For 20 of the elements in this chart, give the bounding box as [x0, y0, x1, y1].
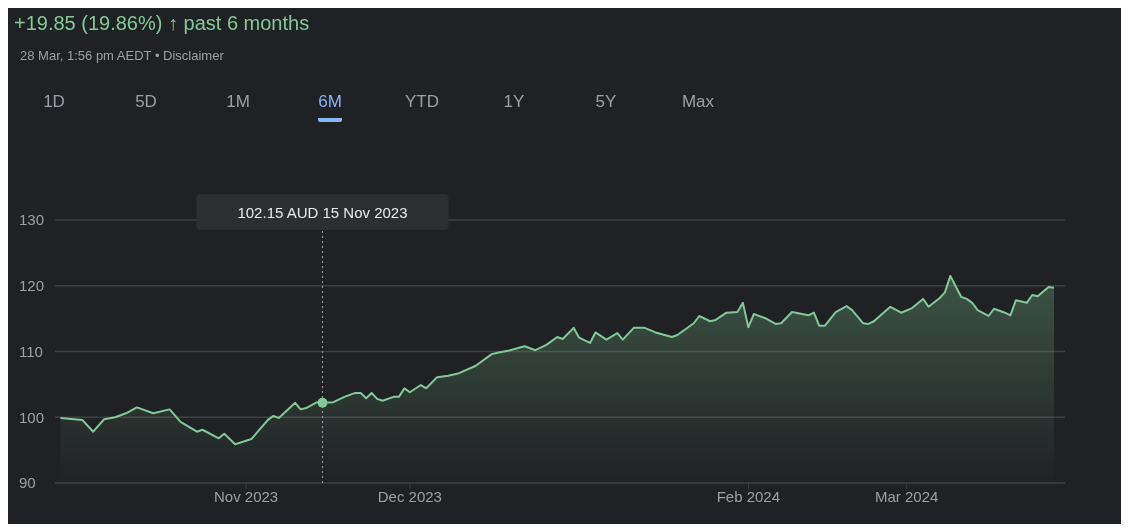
ref-line-label: 102.15 AUD 15 Nov 2023	[237, 204, 408, 221]
y-tick-label: 110	[19, 342, 43, 360]
x-tick-label: Nov 2023	[213, 487, 279, 505]
text: 1M	[226, 92, 250, 113]
y-tick-label: 120	[19, 277, 45, 295]
text: 1D	[43, 92, 65, 113]
text: YTD	[405, 92, 439, 113]
y-tick-label: 90	[19, 474, 36, 492]
x-tick-label: Dec 2023	[377, 487, 442, 505]
x-tick-label: Feb 2024	[716, 487, 781, 505]
y-tick-label: 100	[19, 408, 45, 426]
text: 1Y	[503, 92, 525, 113]
text: 5Y	[595, 92, 617, 113]
x-tick-label: Mar 2024	[874, 487, 939, 505]
text: Max	[681, 92, 715, 113]
y-tick-label: 130	[19, 211, 45, 229]
chart-title: +19.85 (19.86%) ↑ past 6 months	[13, 11, 311, 36]
text: 5D	[135, 92, 157, 113]
text: 6M	[318, 92, 342, 122]
chart-subtitle: 28 Mar, 1:56 pm AEDT • Disclaimer	[19, 47, 225, 65]
